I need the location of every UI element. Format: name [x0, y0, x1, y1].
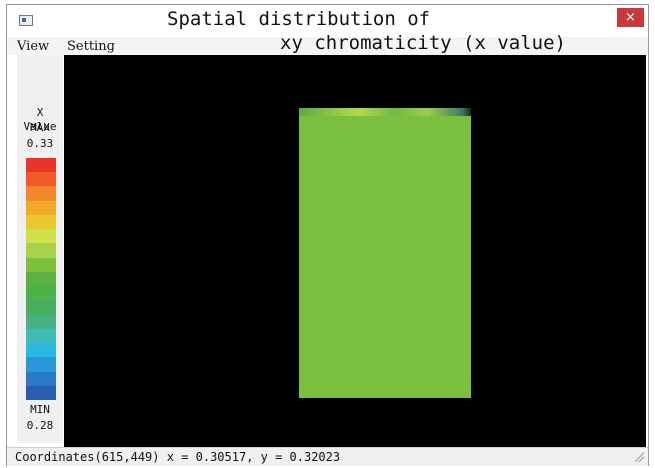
chromaticity-image[interactable] — [64, 55, 646, 447]
colorbar-swatch — [26, 172, 56, 187]
window-title-line1: Spatial distribution of — [167, 8, 431, 30]
colorbar-swatch — [26, 371, 56, 386]
chromaticity-window: Spatial distribution of × xy chromaticit… — [6, 4, 649, 466]
resize-grip-icon[interactable] — [634, 452, 644, 462]
legend-title: X Value — [23, 106, 57, 133]
colorbar-swatch — [26, 314, 56, 329]
colorbar-swatch — [26, 243, 56, 258]
title-bar[interactable]: Spatial distribution of × — [7, 5, 648, 37]
window-title-line2: xy chromaticity (x value) — [280, 32, 566, 54]
colorbar-swatch — [26, 328, 56, 344]
panel-top-edge — [299, 108, 471, 116]
legend-max-label: MAX — [30, 121, 50, 134]
colorbar-swatch — [26, 300, 56, 315]
colorbar-swatch — [26, 343, 56, 358]
close-button[interactable]: × — [617, 8, 644, 27]
colorbar-swatch — [26, 158, 56, 173]
colorbar-swatch — [26, 385, 56, 400]
color-legend: X Value MAX 0.33 MIN 0.28 — [17, 55, 63, 443]
coordinates-readout: Coordinates(615,449) x = 0.30517, y = 0.… — [15, 450, 341, 464]
measured-panel-region — [299, 108, 471, 398]
colorbar-swatch — [26, 229, 56, 244]
legend-min-label: MIN — [30, 403, 50, 416]
status-bar: Coordinates(615,449) x = 0.30517, y = 0.… — [7, 447, 648, 466]
colorbar-swatch — [26, 214, 56, 230]
colorbar-swatch — [26, 357, 56, 372]
menu-setting[interactable]: Setting — [67, 39, 115, 54]
legend-max-value: 0.33 — [26, 137, 54, 150]
menu-bar: View Setting — [7, 37, 648, 55]
legend-min-value: 0.28 — [26, 419, 54, 432]
colorbar-swatch — [26, 286, 56, 301]
app-window-icon[interactable] — [19, 15, 33, 26]
colorbar-swatch — [26, 257, 56, 272]
colorbar-swatch — [26, 186, 56, 201]
menu-view[interactable]: View — [17, 39, 50, 54]
colorbar — [26, 158, 56, 400]
colorbar-swatch — [26, 200, 56, 215]
colorbar-swatch — [26, 271, 56, 287]
